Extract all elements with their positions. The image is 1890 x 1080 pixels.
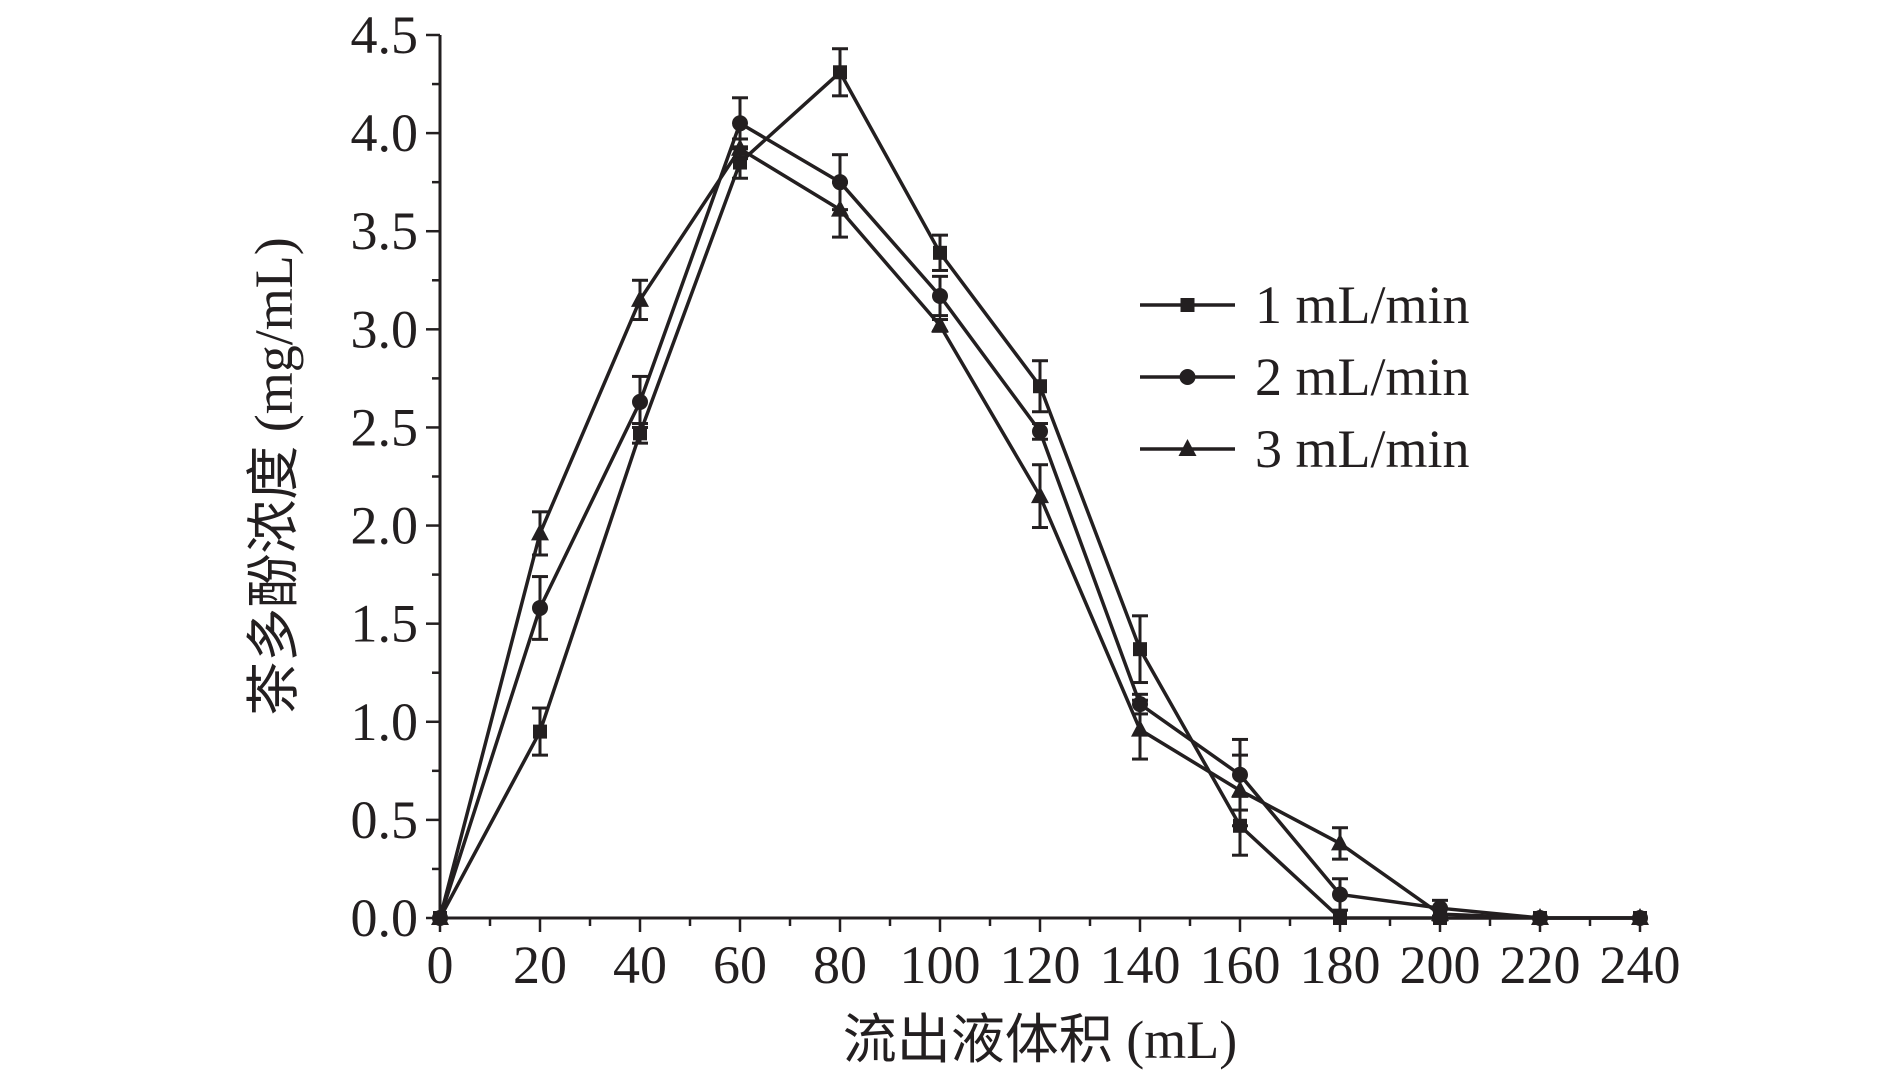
y-tick-label: 3.0 [351,299,419,359]
triangle-marker [631,289,649,307]
legend-item: 2 mL/min [1140,347,1470,407]
triangle-marker [931,315,949,333]
triangle-marker [531,523,549,541]
legend-label: 2 mL/min [1255,347,1470,407]
legend: 1 mL/min 2 mL/min 3 mL/min [1140,275,1470,479]
legend-item: 3 mL/min [1140,419,1470,479]
x-tick-label: 0 [427,935,454,995]
triangle-marker [1431,904,1449,922]
triangle-marker [1178,439,1197,456]
square-marker [533,724,547,739]
x-tick-label: 200 [1400,935,1481,995]
circle-marker [732,115,748,132]
legend-item: 1 mL/min [1140,275,1470,335]
x-tick-label: 40 [613,935,667,995]
y-tick-label: 1.5 [351,594,419,654]
y-tick-label: 1.0 [351,692,419,752]
x-tick-label: 100 [900,935,981,995]
y-tick-label: 4.0 [351,103,419,163]
y-tick-label: 2.0 [351,496,419,556]
series-3 [431,137,1649,925]
legend-label: 3 mL/min [1255,419,1470,479]
x-tick-label: 220 [1500,935,1581,995]
x-tick-label: 120 [1000,935,1081,995]
square-marker [933,245,947,260]
x-tick-label: 60 [713,935,767,995]
triangle-marker [831,199,849,217]
legend-label: 1 mL/min [1255,275,1470,335]
circle-marker [932,287,948,304]
circle-marker [1332,886,1348,903]
square-marker [633,426,647,441]
triangle-marker [731,138,749,156]
x-tick-label: 240 [1600,935,1681,995]
y-tick-label: 4.5 [351,5,419,65]
triangle-marker [1531,908,1549,925]
x-tick-label: 180 [1300,935,1381,995]
x-tick-label: 140 [1100,935,1181,995]
x-tick-label: 80 [813,935,867,995]
square-marker [1033,379,1047,394]
x-axis-title: 流出液体积 (mL) [843,1010,1237,1070]
y-tick-label: 3.5 [351,201,419,261]
y-tick-label: 2.5 [351,397,419,457]
triangle-marker [431,908,449,925]
circle-marker [1179,369,1196,385]
circle-marker [632,393,648,410]
triangle-marker [1631,908,1649,925]
x-tick-label: 20 [513,935,567,995]
square-marker [1180,298,1195,312]
triangle-marker [1331,833,1349,851]
square-marker [1133,642,1147,657]
triangle-marker [1231,780,1249,798]
y-tick-label: 0.0 [351,888,419,948]
y-axis-title: 茶多酚浓度 (mg/mL) [244,237,304,715]
triangle-marker [1131,719,1149,737]
y-tick-label: 0.5 [351,790,419,850]
square-marker [1333,911,1347,925]
circle-marker [1032,423,1048,440]
y-axis-ticks: 0.0 0.5 1.0 1.5 2.0 2.5 3.0 3.5 4.0 4.5 [351,5,440,948]
x-tick-label: 160 [1200,935,1281,995]
square-marker [833,65,847,80]
circle-marker [532,599,548,616]
plot-area [431,47,1649,926]
x-axis-ticks: 0 20 40 60 80 100 120 140 160 180 200 220 240 [427,918,1681,995]
series-line [438,147,1640,920]
triangle-marker [1031,486,1049,504]
